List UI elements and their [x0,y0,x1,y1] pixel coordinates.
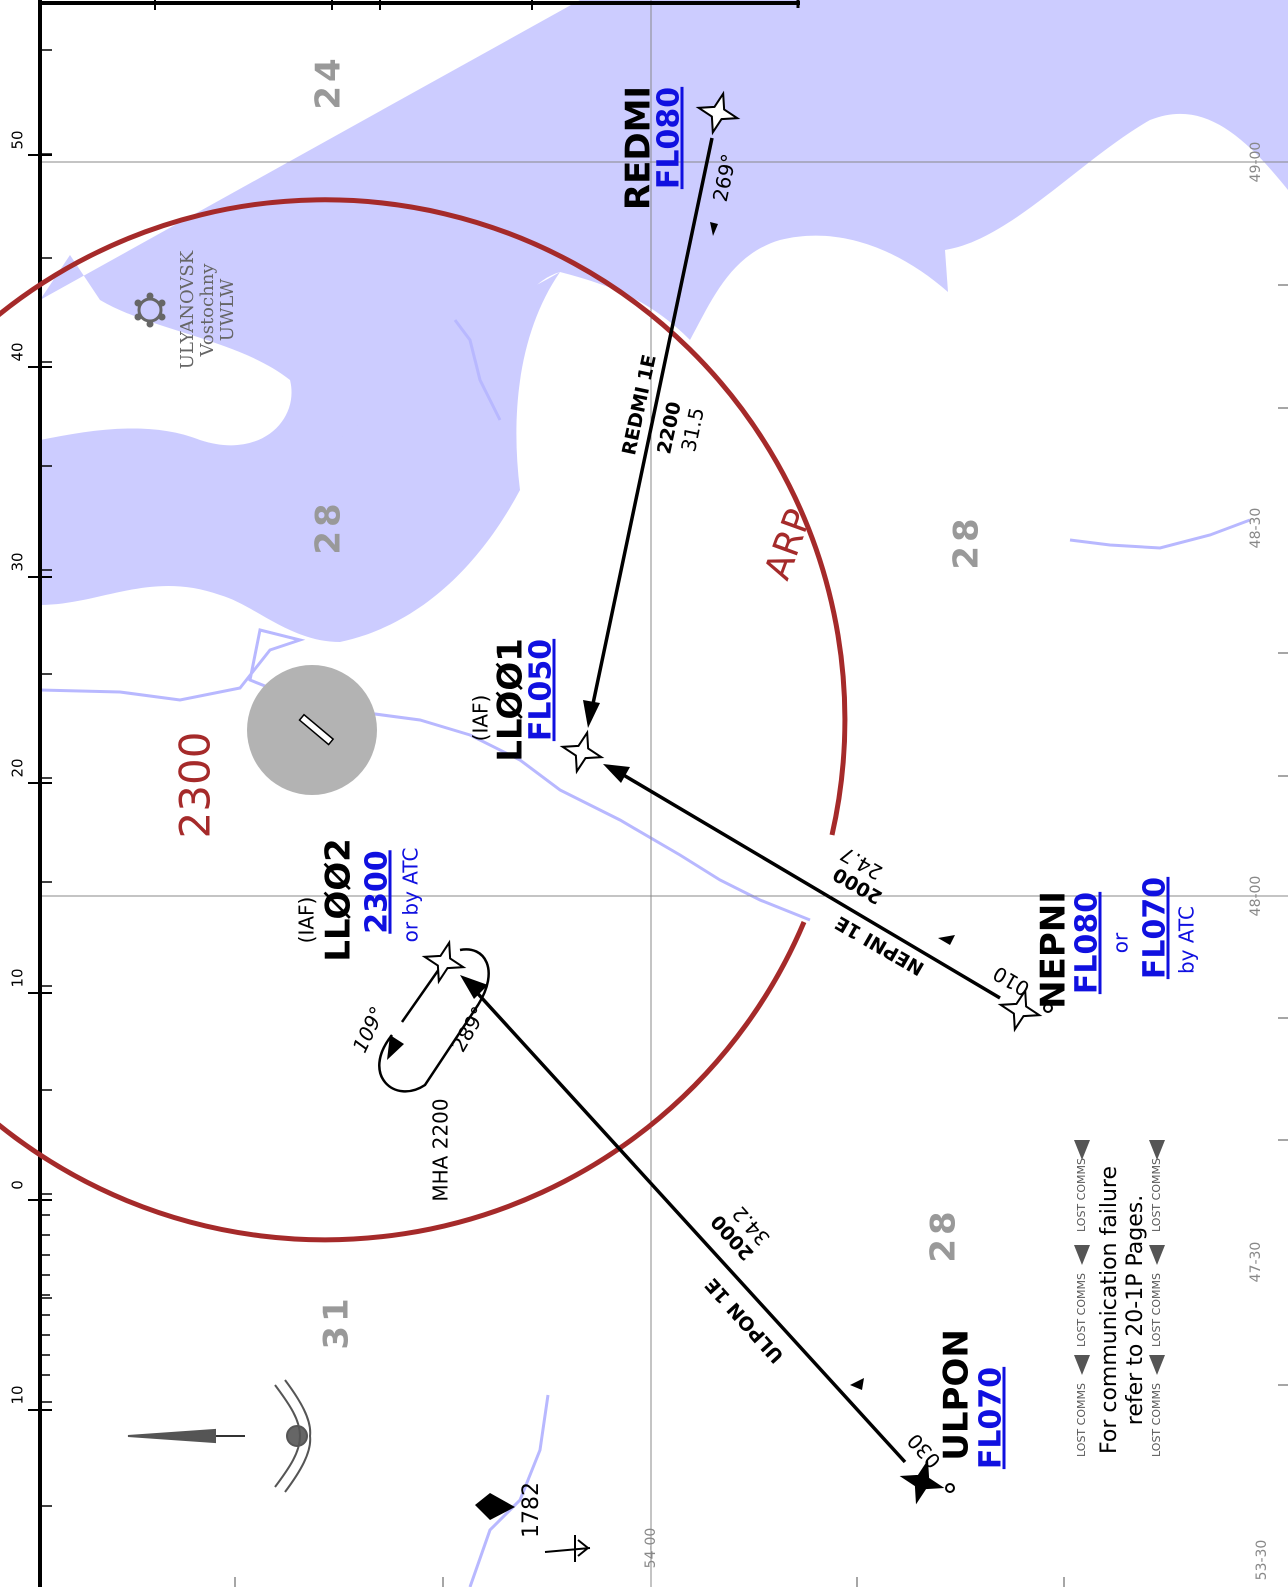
scale-label: 10 [9,1385,27,1404]
river [1069,518,1251,550]
lost-comms-text: For communication failure [1097,1166,1122,1454]
waypoint-star [559,729,605,775]
waypoint-star [421,939,467,985]
labels: REDMI FL080 (IAF) LLØØ1 FL050 (IAF) LLØØ… [171,54,1199,1538]
longitude-label: 53-30 [1254,1540,1270,1581]
longitude-label: 54-00 [643,1528,659,1569]
waypoint-note: or by ATC [399,848,423,943]
route-line [468,983,907,1464]
waypoint-star [695,90,741,136]
lost-comms-label: LOST COMMS [1150,1158,1163,1232]
waypoint-name: REDMI [619,86,659,210]
latitude-label: 49-00 [1248,142,1264,183]
lost-comms-arrow [1074,1140,1090,1160]
arrowhead [583,700,600,728]
lost-comms-arrow [1149,1355,1165,1375]
waypoint-note: by ATC [1175,906,1199,974]
obstacle-elevation: 1782 [519,1482,544,1538]
grid-mora: 31 [317,1294,357,1349]
waypoint-star [997,987,1043,1033]
lost-comms-arrow [1149,1245,1165,1265]
grid-mora: 28 [309,499,349,554]
waypoint-connector: or [1109,932,1133,953]
arrowhead [387,1035,404,1060]
lost-comms-label: LOST COMMS [1150,1383,1163,1457]
grid-mora: 28 [924,1207,964,1262]
river [453,319,502,421]
waypoint-name: LLØØ2 [319,838,359,962]
scale-label: 30 [9,552,27,571]
airport-symbol [134,292,166,328]
waypoint-star [899,1459,945,1505]
water [300,272,560,524]
lost-comms-arrow [1074,1355,1090,1375]
waypoint-altitude: FL080 [1070,892,1105,994]
airport-icao: UWLW [217,278,238,341]
route-line [588,137,714,719]
grid-mora: 24 [309,54,349,109]
lost-comms-label: LOST COMMS [1150,1273,1163,1347]
arp-circle [0,197,848,1243]
scale-label: 50 [9,130,27,149]
river [468,1394,550,1587]
waypoints [421,90,1053,1505]
waypoint-altitude: 2300 [360,850,395,934]
ticks: 50 40 30 20 10 0 10 49-00 48-30 48-00 47-30 54-00 53… [9,0,1288,1587]
arrowheads [387,222,955,1390]
latitude-label: 48-30 [1248,508,1264,549]
lost-comms-arrow [1074,1245,1090,1265]
flyover-dot [1043,1003,1053,1013]
waypoint-name: LLØØ1 [491,638,531,762]
scale-label: 0 [9,1180,27,1190]
waypoint-name: ULPON [937,1329,977,1461]
arrowhead [850,1378,864,1390]
arrowhead [710,222,718,236]
waypoint-altitude: FL070 [1138,877,1173,979]
airport-subname: Vostochny [197,263,218,358]
compass-rose [127,1379,312,1493]
grid-mora: 28 [947,514,987,569]
waypoint-altitude: FL070 [974,1367,1009,1469]
waypoint-role: (IAF) [295,897,319,944]
routes [378,137,1001,1464]
scale-label: 10 [9,968,27,987]
arrowhead [603,764,630,783]
flyover-dot [945,1483,955,1493]
holding-inbound: 289° [446,1002,491,1056]
arrowhead [938,935,955,945]
scale-label: 20 [9,758,27,777]
waypoint-altitude: FL050 [524,639,559,741]
msa: 2300 [171,732,220,839]
runway [298,713,335,746]
obstacle-symbol [475,1493,515,1520]
lost-comms-label: LOST COMMS [1075,1383,1088,1457]
latitude-label: 48-00 [1248,876,1264,917]
holding-pattern [378,948,490,1093]
waypoint-name: NEPNI [1034,891,1074,1009]
lost-comms-label: LOST COMMS [1075,1273,1088,1347]
arp-label: ARP [757,504,820,585]
lost-comms-label: LOST COMMS [1075,1158,1088,1232]
airport-name: ULYANOVSK [177,250,198,369]
lost-comms-arrow [1149,1140,1165,1160]
latitude-label: 47-30 [1248,1242,1264,1283]
arrowhead [460,975,488,999]
mha: MHA 2200 [429,1098,453,1201]
lost-comms-text: refer to 20-1P Pages. [1123,1195,1148,1425]
antenna [544,1535,591,1562]
scale-label: 40 [9,342,27,361]
waypoint-role: (IAF) [469,695,493,742]
river [39,628,811,922]
route-line [614,768,1001,1000]
waypoint-altitude: FL080 [652,87,687,189]
